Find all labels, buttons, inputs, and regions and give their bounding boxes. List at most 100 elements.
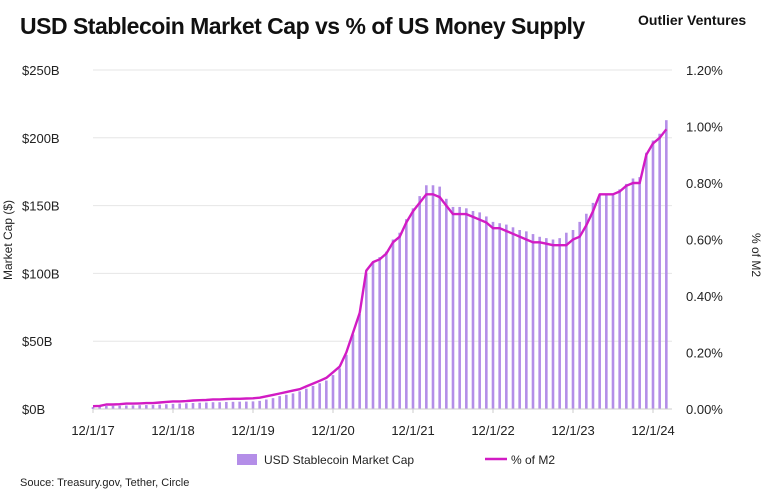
bar [465,208,468,409]
bars [91,120,668,409]
x-tick-label: 12/1/17 [71,423,114,438]
bar [98,406,101,409]
bar [598,194,601,409]
bar [531,234,535,409]
y2-tick-label: 1.00% [686,120,723,135]
bar [538,236,541,409]
bar [471,211,475,409]
bar [305,388,308,409]
bar [145,405,148,409]
bar [325,380,328,409]
bar [611,193,615,409]
bar [418,196,421,409]
bar [271,398,275,409]
bar [491,221,495,409]
bar [425,185,428,409]
bar [358,314,361,409]
x-tick-label: 12/1/21 [391,423,434,438]
legend-bar-swatch [237,454,257,465]
bar [411,208,415,409]
x-tick-label: 12/1/24 [631,423,674,438]
y-axis-label: Market Cap ($) [1,200,15,280]
y-tick-label: $50B [22,334,52,349]
bar [265,399,268,409]
bar [485,216,488,409]
bar [191,403,195,409]
bar [505,224,508,409]
y-tick-label: $200B [22,131,60,146]
bar [371,262,375,409]
y-tick-label: $100B [22,266,60,281]
legend-line-label: % of M2 [511,453,555,467]
bar [365,273,368,409]
bar [131,405,135,409]
bar [578,221,581,409]
bar [205,402,208,409]
bar [185,403,188,409]
bar [405,219,408,409]
brand-logo: Outlier Ventures [638,12,747,28]
bar [285,394,288,409]
bar [258,400,261,409]
bar [298,391,301,409]
x-tick-label: 12/1/18 [151,423,194,438]
y2-tick-label: 0.60% [686,233,723,248]
chart-title: USD Stablecoin Market Cap vs % of US Mon… [20,13,585,39]
legend-bar-label: USD Stablecoin Market Cap [264,453,414,467]
bar [331,375,335,409]
bar [338,368,341,409]
bar [518,230,521,409]
y2-tick-label: 0.40% [686,289,723,304]
bar [198,402,201,409]
bar [585,213,588,409]
bar [511,227,515,409]
bar [291,393,295,409]
bar [605,194,608,409]
bar [151,404,155,409]
source-note: Souce: Treasury.gov, Tether, Circle [20,477,190,489]
bar [658,133,661,409]
bar [618,189,621,409]
bar [591,202,595,409]
bar [105,406,108,409]
bar [565,232,568,409]
y-tick-label: $250B [22,63,60,78]
bar [318,383,321,409]
bar [571,230,575,409]
bar [378,257,381,409]
x-tick-label: 12/1/23 [551,423,594,438]
bar [445,198,448,409]
bar [211,402,215,409]
bar [631,178,635,409]
bar [398,232,401,409]
bar [638,177,641,409]
bar [525,231,528,409]
bar [118,405,121,409]
bar [391,239,395,409]
bar [351,334,355,409]
y2-tick-label: 0.80% [686,176,723,191]
bar [91,407,95,409]
bar [111,405,115,409]
bar [178,403,181,409]
bar [238,401,241,409]
m2-line [92,128,668,408]
bar [458,206,461,409]
bar [138,405,141,409]
bar [545,238,548,409]
bar [665,120,668,409]
x-tick-label: 12/1/22 [471,423,514,438]
bar [158,404,161,409]
bar [251,401,255,409]
y2-tick-label: 0.00% [686,402,723,417]
bar [245,401,248,409]
bar [478,212,481,409]
y2-axis-label: % of M2 [749,233,763,277]
legend: USD Stablecoin Market Cap % of M2 [237,453,555,467]
bar [278,396,281,409]
bar [558,238,561,409]
y-tick-label: $150B [22,199,60,214]
bar [171,403,175,409]
x-tick-label: 12/1/19 [231,423,274,438]
